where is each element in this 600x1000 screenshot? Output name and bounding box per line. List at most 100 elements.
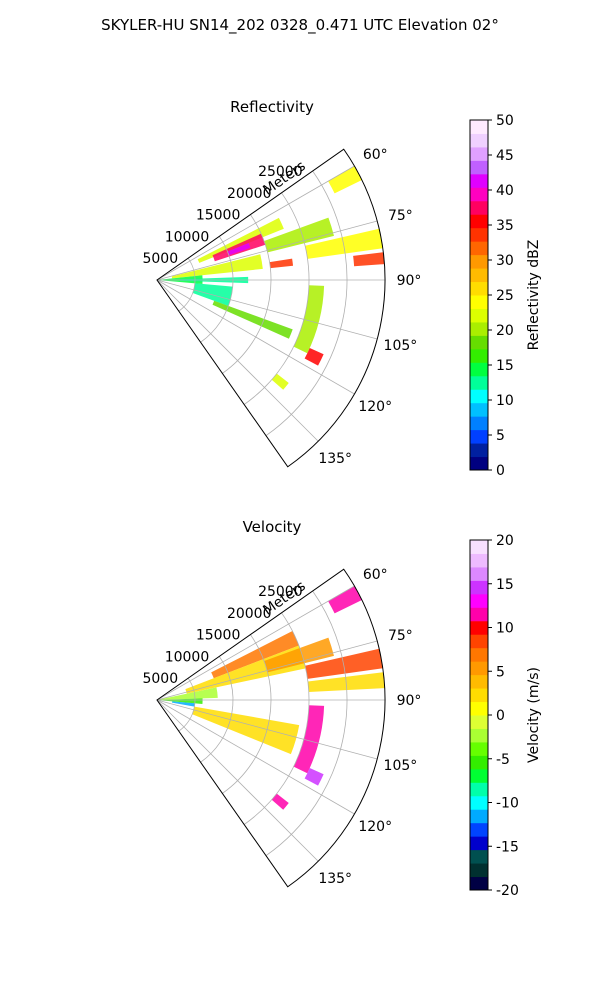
colorbar-tick-label: 5 — [496, 664, 505, 680]
azimuth-gridline — [156, 699, 378, 760]
echo-region — [305, 228, 383, 259]
colorbar-swatch — [470, 321, 488, 336]
echo-region — [305, 648, 383, 679]
range-ring — [243, 192, 310, 405]
range-ring — [265, 170, 348, 436]
colorbar-label: Velocity (m/s) — [526, 667, 542, 763]
colorbar-swatch — [470, 634, 488, 649]
reflectivity-ppi-plot: 500010000150002000025000Meters60°75°90°1… — [142, 147, 421, 468]
colorbar-swatch — [470, 593, 488, 608]
range-tick-label: 10000 — [165, 649, 210, 665]
echo-region — [271, 373, 289, 390]
range-tick-label: 5000 — [142, 251, 178, 267]
echo-region — [212, 300, 293, 339]
colorbar-swatch — [470, 214, 488, 229]
colorbar-swatch — [470, 416, 488, 431]
colorbar-tick-label: 5 — [496, 428, 505, 444]
range-ring — [222, 634, 272, 794]
colorbar-tick-label: 35 — [496, 218, 514, 234]
colorbar-tick-label: 50 — [496, 113, 514, 129]
colorbar-swatch — [470, 647, 488, 662]
colorbar-swatch — [470, 160, 488, 175]
range-tick-label: 15000 — [196, 628, 241, 644]
colorbar-swatch — [470, 348, 488, 363]
colorbar-tick-label: 20 — [496, 323, 514, 339]
reflectivity-colorbar: 0 5 10 15 20 25 30 35 40 45 50 Reflectivity dBZ — [469, 113, 542, 479]
colorbar-swatch — [470, 782, 488, 797]
colorbar-tick-label: 20 — [496, 533, 514, 549]
colorbar-tick-label: 15 — [496, 358, 514, 374]
range-ring — [222, 214, 272, 374]
colorbar-swatch — [470, 566, 488, 581]
colorbar-swatch — [470, 876, 488, 891]
sector-frame — [156, 148, 386, 468]
colorbar-tick-label: 15 — [496, 577, 514, 593]
azimuth-gridline — [156, 585, 355, 701]
colorbar-swatch — [470, 227, 488, 242]
range-tick-label: 15000 — [196, 208, 241, 224]
azimuth-gridline — [156, 699, 319, 862]
colorbar-tick-label: 10 — [496, 393, 514, 409]
colorbar-swatch — [470, 553, 488, 568]
colorbar-swatch — [470, 281, 488, 296]
colorbar-tick-label: 0 — [496, 708, 505, 724]
colorbar-swatch — [470, 429, 488, 444]
colorbar-swatch — [470, 133, 488, 148]
figure-title: SKYLER-HU SN14_202 0328_0.471 UTC Elevat… — [101, 16, 499, 34]
colorbar-swatch — [470, 456, 488, 471]
echo-region — [304, 768, 324, 786]
colorbar-swatch — [470, 674, 488, 689]
echo-region — [353, 252, 385, 267]
echo-region — [328, 166, 362, 194]
velocity-colorbar: -20 -15 -10 -5 0 5 10 15 20 Velocity (m/s) — [469, 533, 542, 899]
colorbar-swatch — [470, 268, 488, 283]
colorbar-swatch — [470, 443, 488, 458]
azimuth-gridline — [156, 220, 378, 281]
azimuth-gridline — [156, 640, 378, 701]
colorbar-swatch — [470, 187, 488, 202]
azimuth-tick-label: 60° — [363, 147, 388, 163]
range-tick-label: 5000 — [142, 671, 178, 687]
colorbar-swatch — [470, 254, 488, 269]
colorbar-swatch — [470, 389, 488, 404]
azimuth-tick-label: 120° — [358, 399, 392, 415]
colorbar-swatch — [470, 620, 488, 635]
colorbar-swatch — [470, 375, 488, 390]
colorbar-tick-label: -20 — [496, 883, 519, 899]
echo-region — [293, 285, 325, 354]
colorbar-swatch — [470, 809, 488, 824]
colorbar-tick-label: 10 — [496, 621, 514, 637]
colorbar-swatch — [470, 120, 488, 134]
echo-region — [269, 258, 294, 269]
range-tick-label: 20000 — [227, 606, 272, 622]
echo-region — [192, 706, 300, 755]
azimuth-gridline — [156, 279, 378, 340]
azimuth-gridline — [156, 279, 355, 395]
colorbar-swatch — [470, 173, 488, 188]
colorbar-swatch — [470, 836, 488, 851]
echo-region — [264, 637, 334, 673]
colorbar-swatch — [470, 755, 488, 770]
echo-region — [157, 687, 218, 700]
colorbar-tick-label: -10 — [496, 796, 519, 812]
colorbar-swatch — [470, 863, 488, 878]
colorbar-swatch — [470, 295, 488, 309]
colorbar-swatch — [470, 688, 488, 703]
sector-frame — [156, 568, 386, 888]
azimuth-tick-label: 105° — [384, 758, 418, 774]
velocity-ppi-plot: 500010000150002000025000Meters60°75°90°1… — [142, 567, 422, 888]
echo-region — [171, 701, 195, 707]
azimuth-tick-label: 60° — [363, 567, 388, 583]
range-tick-label: 25000 — [258, 584, 303, 600]
range-ring — [265, 590, 348, 856]
colorbar-swatch — [470, 362, 488, 377]
azimuth-tick-label: 75° — [388, 208, 413, 224]
colorbar-tick-label: 25 — [496, 288, 514, 304]
echo-region — [197, 217, 284, 263]
colorbar-swatch — [470, 795, 488, 810]
azimuth-tick-label: 90° — [397, 693, 422, 709]
colorbar-swatch — [470, 822, 488, 837]
echo-region — [211, 630, 299, 679]
range-ring — [243, 612, 310, 825]
